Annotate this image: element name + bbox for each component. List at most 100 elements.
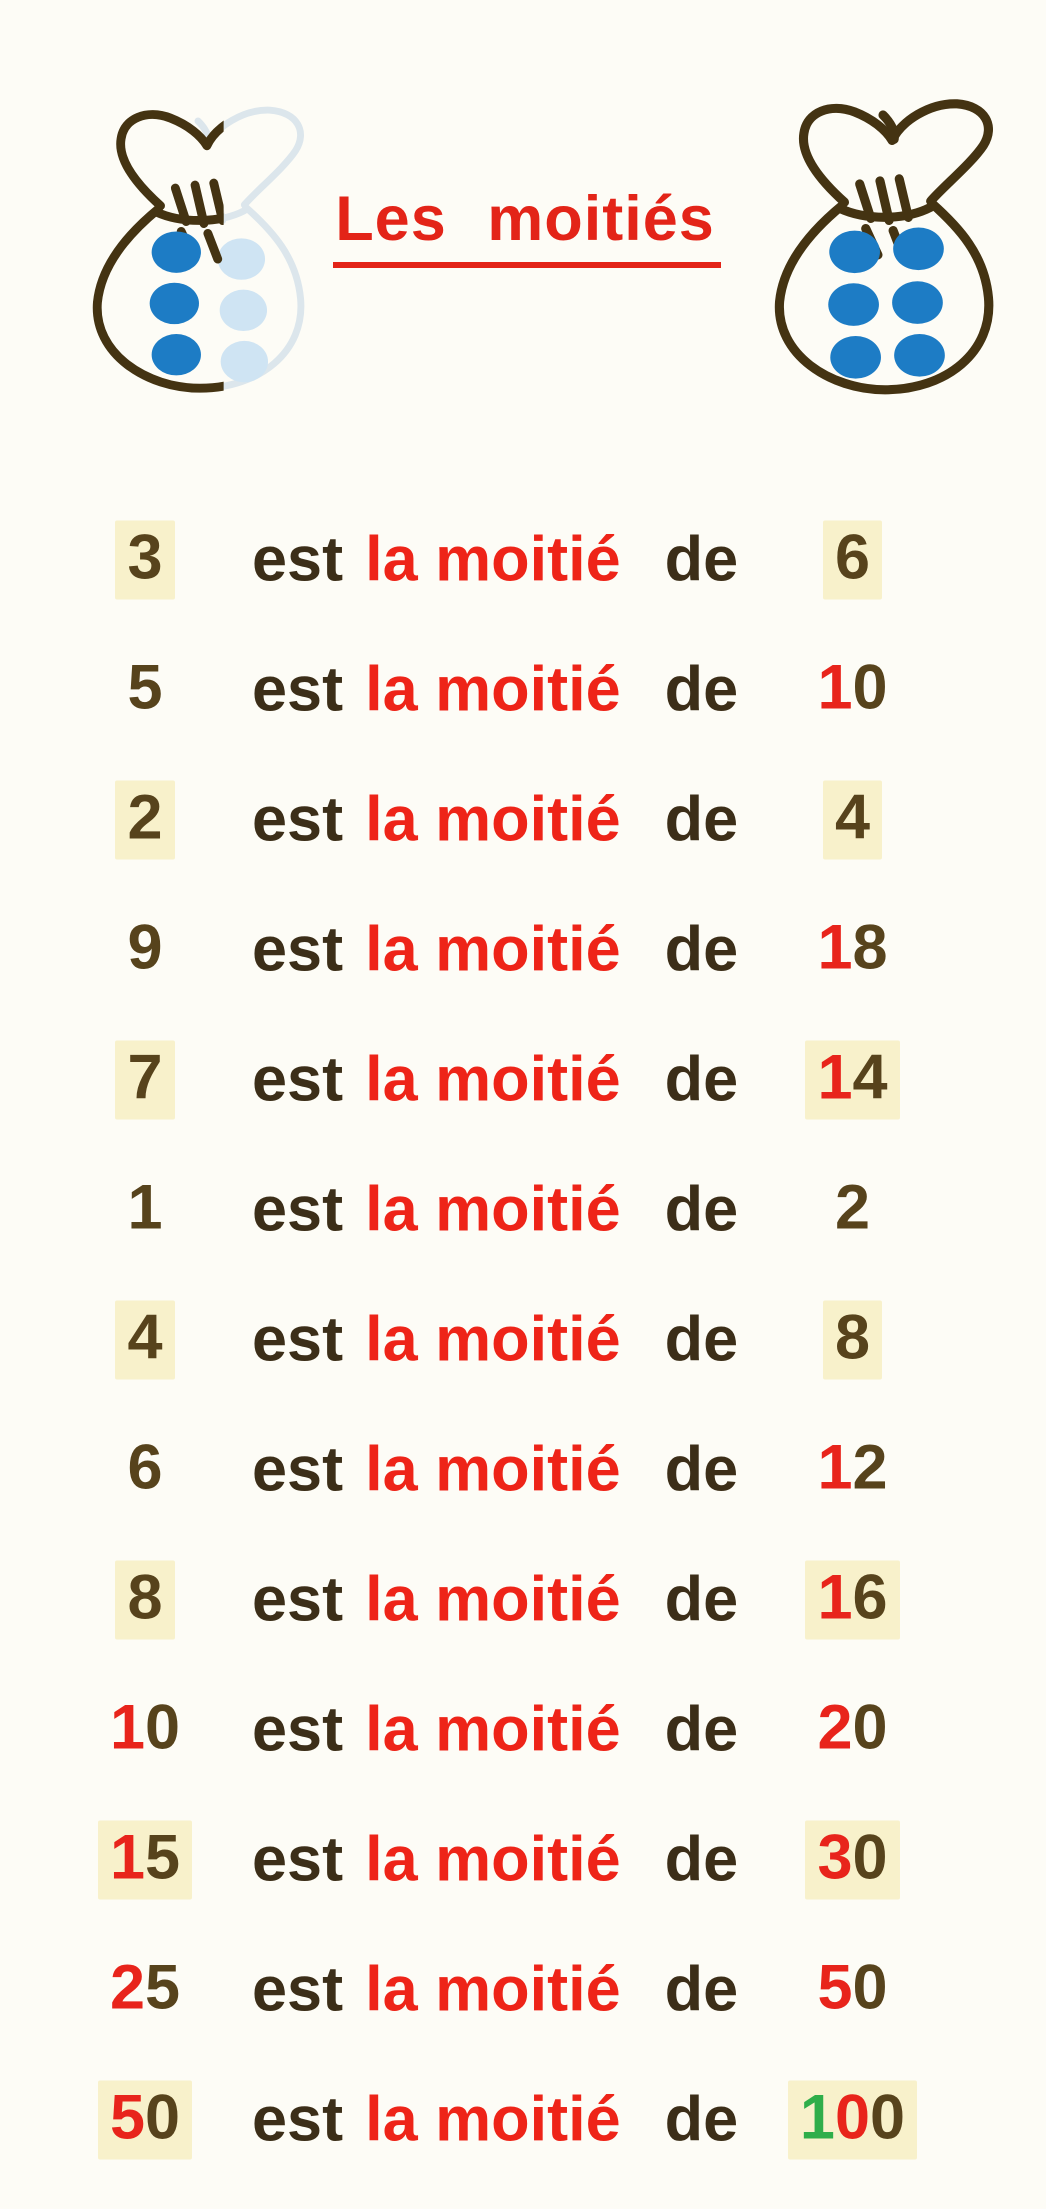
left-number-cell: 50 — [70, 2080, 220, 2160]
phrase-de: de — [664, 654, 739, 725]
right-number: 4 — [822, 780, 883, 860]
right-number: 18 — [817, 912, 888, 983]
left-number-cell: 10 — [70, 1691, 220, 1770]
faded-dots — [217, 238, 269, 383]
phrase-est: est — [252, 1044, 344, 1115]
phrase-est: est — [252, 654, 344, 725]
right-number-cell: 6 — [760, 520, 945, 600]
phrase-est: est — [252, 1954, 344, 2025]
phrase-de: de — [664, 1824, 739, 1895]
right-number: 6 — [822, 520, 883, 600]
phrase-de: de — [664, 1434, 739, 1505]
left-number: 25 — [109, 1952, 181, 2023]
phrase-de: de — [664, 524, 739, 595]
phrase-est: est — [252, 914, 344, 985]
left-number: 3 — [115, 520, 175, 600]
right-number-cell: 20 — [760, 1691, 945, 1770]
left-number: 15 — [97, 1820, 193, 1900]
phrase: est la moitié de — [252, 1178, 738, 1242]
phrase-la-moitie: la moitié — [365, 784, 621, 855]
money-bag-half-icon — [48, 50, 348, 405]
right-number-cell: 2 — [760, 1171, 945, 1250]
right-number-cell: 12 — [760, 1431, 945, 1510]
phrase-de: de — [664, 1044, 739, 1115]
left-number-cell: 5 — [70, 651, 220, 730]
right-number-cell: 30 — [760, 1820, 945, 1900]
poster-title: Les moitiés — [333, 186, 721, 269]
phrase-la-moitie: la moitié — [365, 654, 621, 725]
phrase: est la moitié de — [252, 788, 738, 852]
right-number-cell: 100 — [760, 2080, 945, 2160]
left-number: 1 — [127, 1172, 163, 1243]
right-number: 16 — [805, 1560, 900, 1640]
phrase-la-moitie: la moitié — [365, 1564, 621, 1635]
phrase-de: de — [664, 784, 739, 855]
phrase-la-moitie: la moitié — [365, 914, 621, 985]
phrase-de: de — [664, 1694, 739, 1765]
phrase-est: est — [252, 524, 344, 595]
left-number: 10 — [109, 1692, 181, 1763]
right-number: 8 — [822, 1300, 883, 1380]
left-number: 2 — [115, 780, 175, 860]
phrase: est la moitié de — [252, 1958, 738, 2022]
halves-row: 6 est la moitié de 12 — [0, 1405, 1046, 1535]
left-number: 5 — [127, 652, 163, 723]
left-number: 6 — [127, 1432, 163, 1503]
phrase-est: est — [252, 784, 344, 855]
left-number-cell: 8 — [70, 1560, 220, 1640]
right-number-cell: 14 — [760, 1040, 945, 1120]
phrase-est: est — [252, 1304, 344, 1375]
phrase-la-moitie: la moitié — [365, 1174, 621, 1245]
phrase-de: de — [664, 914, 739, 985]
left-number-cell: 1 — [70, 1171, 220, 1250]
halves-row: 5 est la moitié de 10 — [0, 625, 1046, 755]
left-number-cell: 4 — [70, 1300, 220, 1380]
halves-row: 3 est la moitié de 6 — [0, 495, 1046, 625]
left-number-cell: 25 — [70, 1951, 220, 2030]
right-number: 2 — [834, 1172, 871, 1243]
left-number: 9 — [127, 912, 163, 983]
halves-row: 25 est la moitié de 50 — [0, 1925, 1046, 2055]
halves-row: 4 est la moitié de 8 — [0, 1275, 1046, 1405]
phrase: est la moitié de — [252, 528, 738, 592]
money-bag-full-icon — [728, 42, 1038, 407]
phrase-la-moitie: la moitié — [365, 2084, 621, 2155]
halves-row: 50 est la moitié de 100 — [0, 2055, 1046, 2185]
solid-dots — [149, 231, 201, 376]
right-number: 10 — [817, 652, 888, 723]
phrase: est la moitié de — [252, 1698, 738, 1762]
right-number: 14 — [805, 1040, 900, 1120]
phrase: est la moitié de — [252, 1308, 738, 1372]
phrase: est la moitié de — [252, 658, 738, 722]
phrase-la-moitie: la moitié — [365, 1304, 621, 1375]
left-number: 50 — [97, 2080, 193, 2160]
phrase-est: est — [252, 1824, 344, 1895]
phrase-est: est — [252, 1434, 344, 1505]
right-number: 12 — [817, 1432, 888, 1503]
phrase: est la moitié de — [252, 1568, 738, 1632]
phrase-de: de — [664, 1564, 739, 1635]
phrase-de: de — [664, 2084, 739, 2155]
left-number: 4 — [115, 1300, 175, 1380]
left-number: 7 — [115, 1040, 175, 1120]
right-number-cell: 50 — [760, 1951, 945, 2030]
phrase: est la moitié de — [252, 1438, 738, 1502]
phrase-est: est — [252, 2084, 344, 2155]
right-number-cell: 18 — [760, 911, 945, 990]
phrase-la-moitie: la moitié — [365, 1824, 621, 1895]
left-number-cell: 2 — [70, 780, 220, 860]
right-number: 20 — [817, 1692, 888, 1763]
phrase-de: de — [664, 1304, 739, 1375]
halves-row: 2 est la moitié de 4 — [0, 755, 1046, 885]
phrase-est: est — [252, 1174, 344, 1245]
phrase-est: est — [252, 1564, 344, 1635]
right-number: 50 — [817, 1952, 888, 2023]
left-number-cell: 15 — [70, 1820, 220, 1900]
phrase-la-moitie: la moitié — [365, 1434, 621, 1505]
phrase-la-moitie: la moitié — [365, 1954, 621, 2025]
phrase: est la moitié de — [252, 2088, 738, 2152]
halves-list: 3 est la moitié de 6 5 est la moitié de 10 2… — [0, 495, 1046, 2185]
right-number: 30 — [805, 1820, 900, 1900]
phrase-la-moitie: la moitié — [365, 1044, 621, 1115]
